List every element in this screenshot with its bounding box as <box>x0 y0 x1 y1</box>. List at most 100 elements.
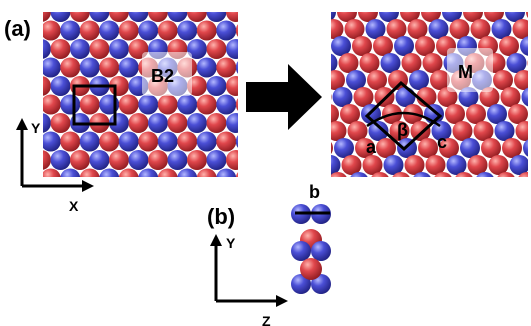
m-label-box <box>447 48 493 92</box>
red-atom <box>481 138 501 158</box>
x-axis-label-a: X <box>69 198 79 214</box>
red-atom <box>196 94 217 115</box>
red-atom <box>484 12 504 22</box>
blue-atom <box>226 113 238 133</box>
red-atom <box>43 12 51 22</box>
red-atom <box>355 138 375 158</box>
red-atom <box>467 155 488 175</box>
red-atom <box>455 172 473 177</box>
blue-atom <box>428 19 449 39</box>
red-atom <box>157 20 178 41</box>
red-atom <box>157 168 178 177</box>
blue-atom <box>148 113 168 133</box>
red-atom <box>331 104 339 124</box>
red-atom <box>512 19 528 39</box>
red-atom <box>43 150 51 170</box>
red-atom <box>43 168 61 177</box>
red-atom <box>99 57 120 78</box>
red-atom <box>206 39 227 59</box>
red-atom <box>43 76 51 96</box>
red-atom <box>344 19 365 39</box>
left-xy-axes <box>16 118 94 192</box>
blue-atom <box>334 138 354 158</box>
blue-atom <box>368 121 389 141</box>
blue-atom <box>346 70 366 90</box>
unit-cell-rhombus <box>364 80 443 152</box>
b2-label-box <box>142 52 192 96</box>
blue-atom <box>413 172 431 177</box>
blue-atom <box>99 168 120 177</box>
red-atom <box>371 172 389 177</box>
red-atom <box>340 104 360 124</box>
blue-atom <box>332 87 353 107</box>
red-atom <box>157 94 178 115</box>
red-atom <box>216 57 237 78</box>
red-atom <box>331 93 332 101</box>
blue-atom <box>216 168 237 177</box>
z-axis-label-b: Z <box>262 313 271 326</box>
red-atom <box>421 12 441 22</box>
red-atom <box>118 20 139 41</box>
red-atom <box>425 155 446 175</box>
blue-atom <box>60 20 81 41</box>
blue-atom <box>494 121 515 141</box>
red-atom <box>430 70 450 90</box>
red-atom <box>128 113 149 133</box>
blue-atom <box>79 131 100 152</box>
unit-cell-square <box>72 84 117 126</box>
blue-atom <box>99 20 120 41</box>
blue-atom <box>226 39 238 59</box>
blue-atom <box>43 39 51 59</box>
red-atom <box>508 104 528 124</box>
panel-b-label: (b) <box>207 204 235 229</box>
red-atom <box>118 94 139 115</box>
red-atom <box>206 113 227 133</box>
blue-atom <box>70 39 90 59</box>
red-atom <box>502 138 522 158</box>
red-atom <box>422 53 443 73</box>
blue-atom <box>383 155 404 175</box>
blue-atom <box>50 12 71 22</box>
blue-atom <box>187 39 207 59</box>
blue-atom <box>167 12 188 22</box>
red-atom <box>196 20 217 41</box>
red-atom <box>353 87 374 107</box>
red-atom <box>99 131 120 152</box>
red-atom <box>331 70 345 90</box>
blue-atom <box>431 121 452 141</box>
blue-atom <box>509 155 528 175</box>
blue-atom <box>138 20 159 41</box>
blue-atom <box>460 138 480 158</box>
blue-atom <box>177 168 198 177</box>
red-atom <box>493 70 513 90</box>
blue-atom <box>177 20 198 41</box>
red-atom <box>418 138 438 158</box>
red-atom <box>449 19 470 39</box>
red-atom <box>358 12 378 22</box>
red-atom <box>452 121 473 141</box>
blue-atom <box>476 172 494 177</box>
red-atom <box>497 172 515 177</box>
m-label: M <box>458 62 473 82</box>
blue-atom <box>50 76 71 96</box>
red-atom <box>337 12 357 22</box>
red-atom <box>359 53 380 73</box>
red-atom <box>50 113 71 133</box>
blue-atom <box>506 53 527 73</box>
blue-atom <box>235 61 238 74</box>
red-atom <box>367 70 387 90</box>
red-atom <box>79 94 100 115</box>
red-atom <box>473 121 494 141</box>
red-atom <box>386 19 407 39</box>
red-atom <box>177 131 198 152</box>
blue-atom <box>379 12 399 22</box>
red-atom <box>331 121 347 141</box>
red-atom <box>352 36 372 56</box>
red-atom <box>226 12 238 22</box>
red-atom <box>79 168 100 177</box>
red-atom <box>466 104 486 124</box>
red-atom <box>216 131 237 152</box>
red-atom <box>89 39 110 59</box>
red-atom <box>196 168 217 177</box>
